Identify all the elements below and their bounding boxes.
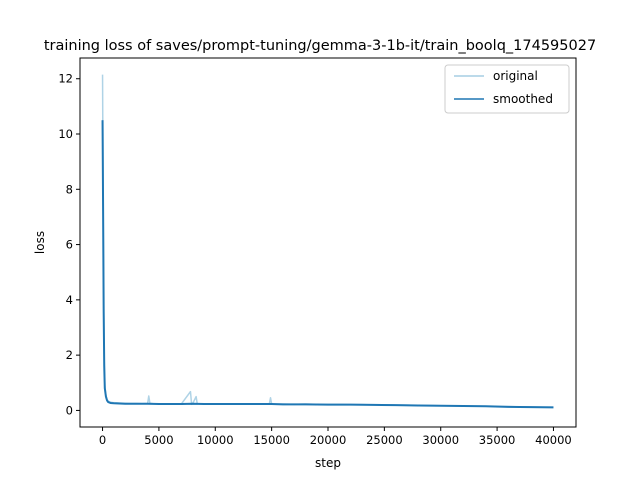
series-layer	[101, 74, 554, 409]
y-tick-label: 8	[66, 182, 73, 196]
x-axis: 0 5000 10000 15000 20000 25000 30000 35000 40000	[99, 427, 572, 447]
y-tick-label: 4	[66, 293, 73, 307]
x-tick-label: 15000	[253, 433, 290, 447]
x-tick-label: 40000	[535, 433, 572, 447]
y-tick-label: 6	[66, 238, 73, 252]
chart-title: training loss of saves/prompt-tuning/gem…	[44, 38, 596, 54]
y-tick-label: 0	[66, 403, 73, 417]
y-axis-label: loss	[33, 231, 47, 254]
x-tick-label: 5000	[144, 433, 173, 447]
y-tick-label: 2	[66, 348, 73, 362]
legend: original smoothed	[444, 64, 570, 114]
series-line-smoothed	[101, 120, 554, 409]
y-tick-label: 10	[58, 127, 73, 141]
x-tick-label: 0	[99, 433, 106, 447]
x-tick-label: 20000	[310, 433, 347, 447]
y-tick-label: 12	[58, 72, 73, 86]
legend-label-original: original	[493, 69, 538, 83]
x-tick-label: 35000	[479, 433, 516, 447]
legend-label-smoothed: smoothed	[493, 92, 553, 106]
plot-area: 0 5000 10000 15000 20000 25000 30000 35000 40000…	[58, 57, 577, 447]
x-tick-label: 30000	[422, 433, 459, 447]
legend-box	[444, 64, 570, 114]
y-axis: 0 2 4 6 8 10 12	[58, 72, 80, 417]
x-tick-label: 10000	[197, 433, 234, 447]
x-tick-label: 25000	[366, 433, 403, 447]
x-axis-label: step	[315, 456, 341, 470]
